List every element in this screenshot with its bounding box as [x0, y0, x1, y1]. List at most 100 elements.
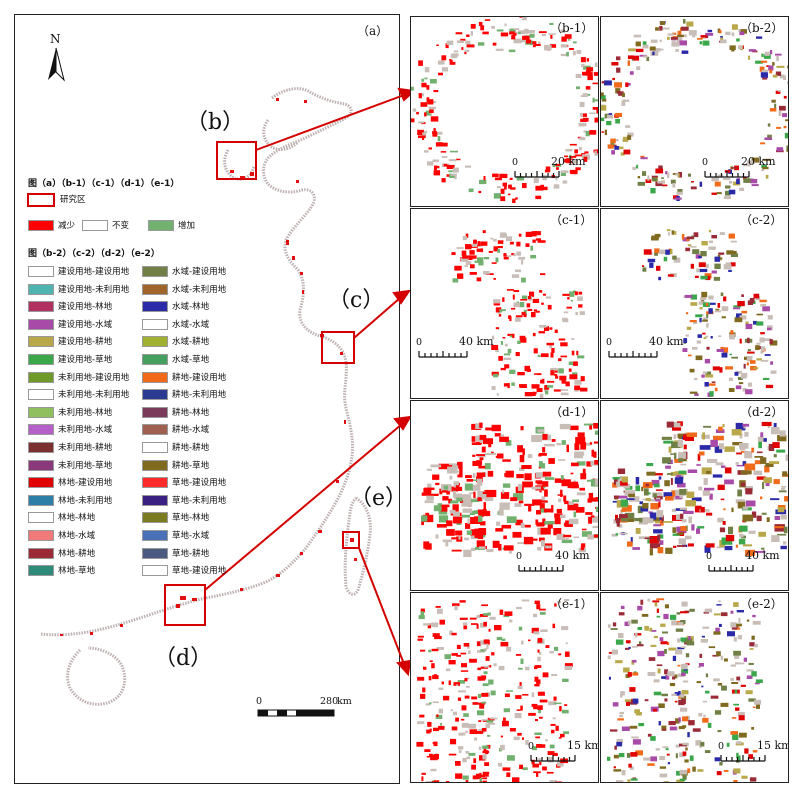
legend-label: 水域-建设用地: [172, 267, 227, 277]
legend-label: 未利用地-建设用地: [58, 372, 130, 383]
legend-swatch: [142, 565, 168, 577]
legend1-header: 图（a）（b-1）（c-1）（d-1）（e-1）: [28, 179, 180, 189]
panel-scale-bar: [708, 565, 754, 572]
panel-scale-end: 20 km: [741, 155, 776, 168]
legend-label: 建设用地-水域: [58, 319, 113, 330]
legend1-item: 减少: [28, 220, 75, 232]
legend-label: 建设用地-建设用地: [58, 267, 130, 277]
legend-label: 增加: [178, 221, 196, 231]
panel-scale-end: 40 km: [649, 335, 684, 348]
highlight-box-d: [164, 584, 206, 626]
legend-label: 林地-未利用地: [58, 495, 113, 506]
legend2-item: 耕地-草地: [142, 459, 210, 472]
study-area-swatch: [27, 193, 55, 207]
panel-label: （d-1）: [550, 405, 594, 419]
legend-swatch: [28, 220, 54, 231]
legend-swatch: [28, 424, 54, 436]
panel-scale-start: 0: [702, 157, 709, 168]
panel-scale-start: 0: [512, 157, 519, 168]
detail-panel-b-2: （b-2） 0 20 km: [600, 16, 789, 207]
legend-label: 未利用地-草地: [58, 460, 113, 471]
legend2-item: 草地-建设用地: [142, 477, 226, 489]
legend2-item: 建设用地-耕地: [28, 336, 112, 348]
legend-label: 林地-草地: [58, 566, 96, 577]
legend-label: 林地-林地: [58, 513, 96, 524]
legend-label: 草地-建设用地: [172, 478, 227, 489]
legend-swatch: [142, 424, 168, 436]
legend-label: 水域-未利用地: [172, 284, 227, 295]
main-scale-start: 0: [256, 696, 263, 707]
legend2-header: 图（b-2）（c-2）（d-2）（e-2）: [28, 249, 160, 259]
legend2-item: 耕地-水域: [142, 424, 209, 436]
legend-swatch: [82, 220, 108, 231]
legend-label: 未利用地-林地: [58, 407, 113, 418]
detail-panel-c-2: （c-2） 0 40 km: [600, 208, 789, 399]
legend-label: 耕地-耕地: [172, 443, 210, 453]
legend1-item: 增加: [148, 220, 195, 232]
detail-map-c-2: [608, 229, 778, 397]
legend-label: 建设用地-草地: [58, 355, 113, 365]
legend-swatch: [142, 406, 168, 418]
coastline-study-area: [39, 87, 372, 706]
panel-scale-start: 0: [528, 741, 535, 752]
detail-map-c-1: [418, 230, 588, 398]
detail-map-d-2: [611, 421, 788, 572]
legend-label: 建设用地-林地: [58, 302, 113, 313]
legend-label: 耕地-草地: [172, 460, 210, 471]
legend2-item: 建设用地-建设用地: [28, 266, 129, 278]
legend2-item: 草地-耕地: [142, 547, 210, 560]
legend-label: 草地-建设用地: [172, 566, 227, 577]
legend-label: 未利用地-水域: [58, 425, 113, 436]
panel-scale-bar: [518, 565, 564, 572]
legend-swatch: [142, 354, 168, 365]
panel-scale-bar: [418, 351, 468, 358]
legend2-item: 建设用地-林地: [28, 301, 112, 313]
panel-scale-start: 0: [706, 551, 713, 562]
panel-scale-start: 0: [516, 551, 523, 562]
legend2-item: 建设用地-草地: [28, 354, 112, 366]
legend2-item: 建设用地-水域: [28, 318, 113, 331]
legend-swatch: [28, 494, 54, 506]
legend-swatch: [28, 530, 54, 541]
legend-swatch: [142, 336, 168, 348]
legend2-item: 草地-建设用地: [142, 565, 226, 577]
legend-swatch: [28, 565, 54, 577]
panel-scale-bar: [720, 755, 766, 762]
legend-label: 建设用地-未利用地: [58, 284, 130, 295]
legend-swatch: [28, 512, 54, 524]
legend2-item: 草地-林地: [142, 512, 209, 524]
panel-scale-bar: [608, 351, 658, 358]
legend-swatch: [142, 512, 168, 524]
panel-scale-end: 40 km: [459, 335, 494, 348]
map-label-d: （d）: [154, 646, 213, 671]
legend2-item: 草地-未利用地: [142, 494, 226, 507]
map-label-c: （c）: [328, 288, 385, 313]
legend-label: 未利用地-耕地: [58, 443, 113, 453]
panel-label-a: （a）: [357, 24, 389, 38]
legend-swatch: [28, 459, 54, 471]
legend-label: 水域-林地: [172, 302, 210, 313]
legend-label: 草地-耕地: [172, 548, 210, 559]
legend-label: 耕地-未利用地: [172, 390, 227, 401]
highlight-box-c: [321, 331, 355, 364]
legend2-item: 林地-耕地: [28, 547, 95, 560]
main-map-panel: [14, 14, 400, 784]
panel-label: （e-1）: [550, 597, 593, 611]
legend2-item: 林地-林地: [28, 512, 95, 524]
detail-panel-c-1: （c-1） 0 40 km: [410, 208, 599, 399]
panel-label: （c-1）: [550, 213, 593, 227]
legend-label: 建设用地-耕地: [58, 337, 113, 348]
panel-scale-end: 20 km: [551, 155, 586, 168]
detail-map-e-2: [607, 598, 766, 782]
legend-label: 水域-耕地: [172, 337, 210, 348]
highlight-boxes: [164, 141, 360, 626]
legend2-item: 水域-未利用地: [142, 283, 227, 296]
panel-scale-start: 0: [606, 337, 613, 348]
legend-swatch: [142, 371, 168, 383]
legend2-item: 林地-未利用地: [28, 494, 113, 507]
legend-swatch: [28, 406, 54, 418]
main-scale-end: 280: [320, 696, 339, 707]
legend-swatch: [28, 336, 54, 348]
legend2-item: 林地-建设用地: [28, 477, 112, 489]
